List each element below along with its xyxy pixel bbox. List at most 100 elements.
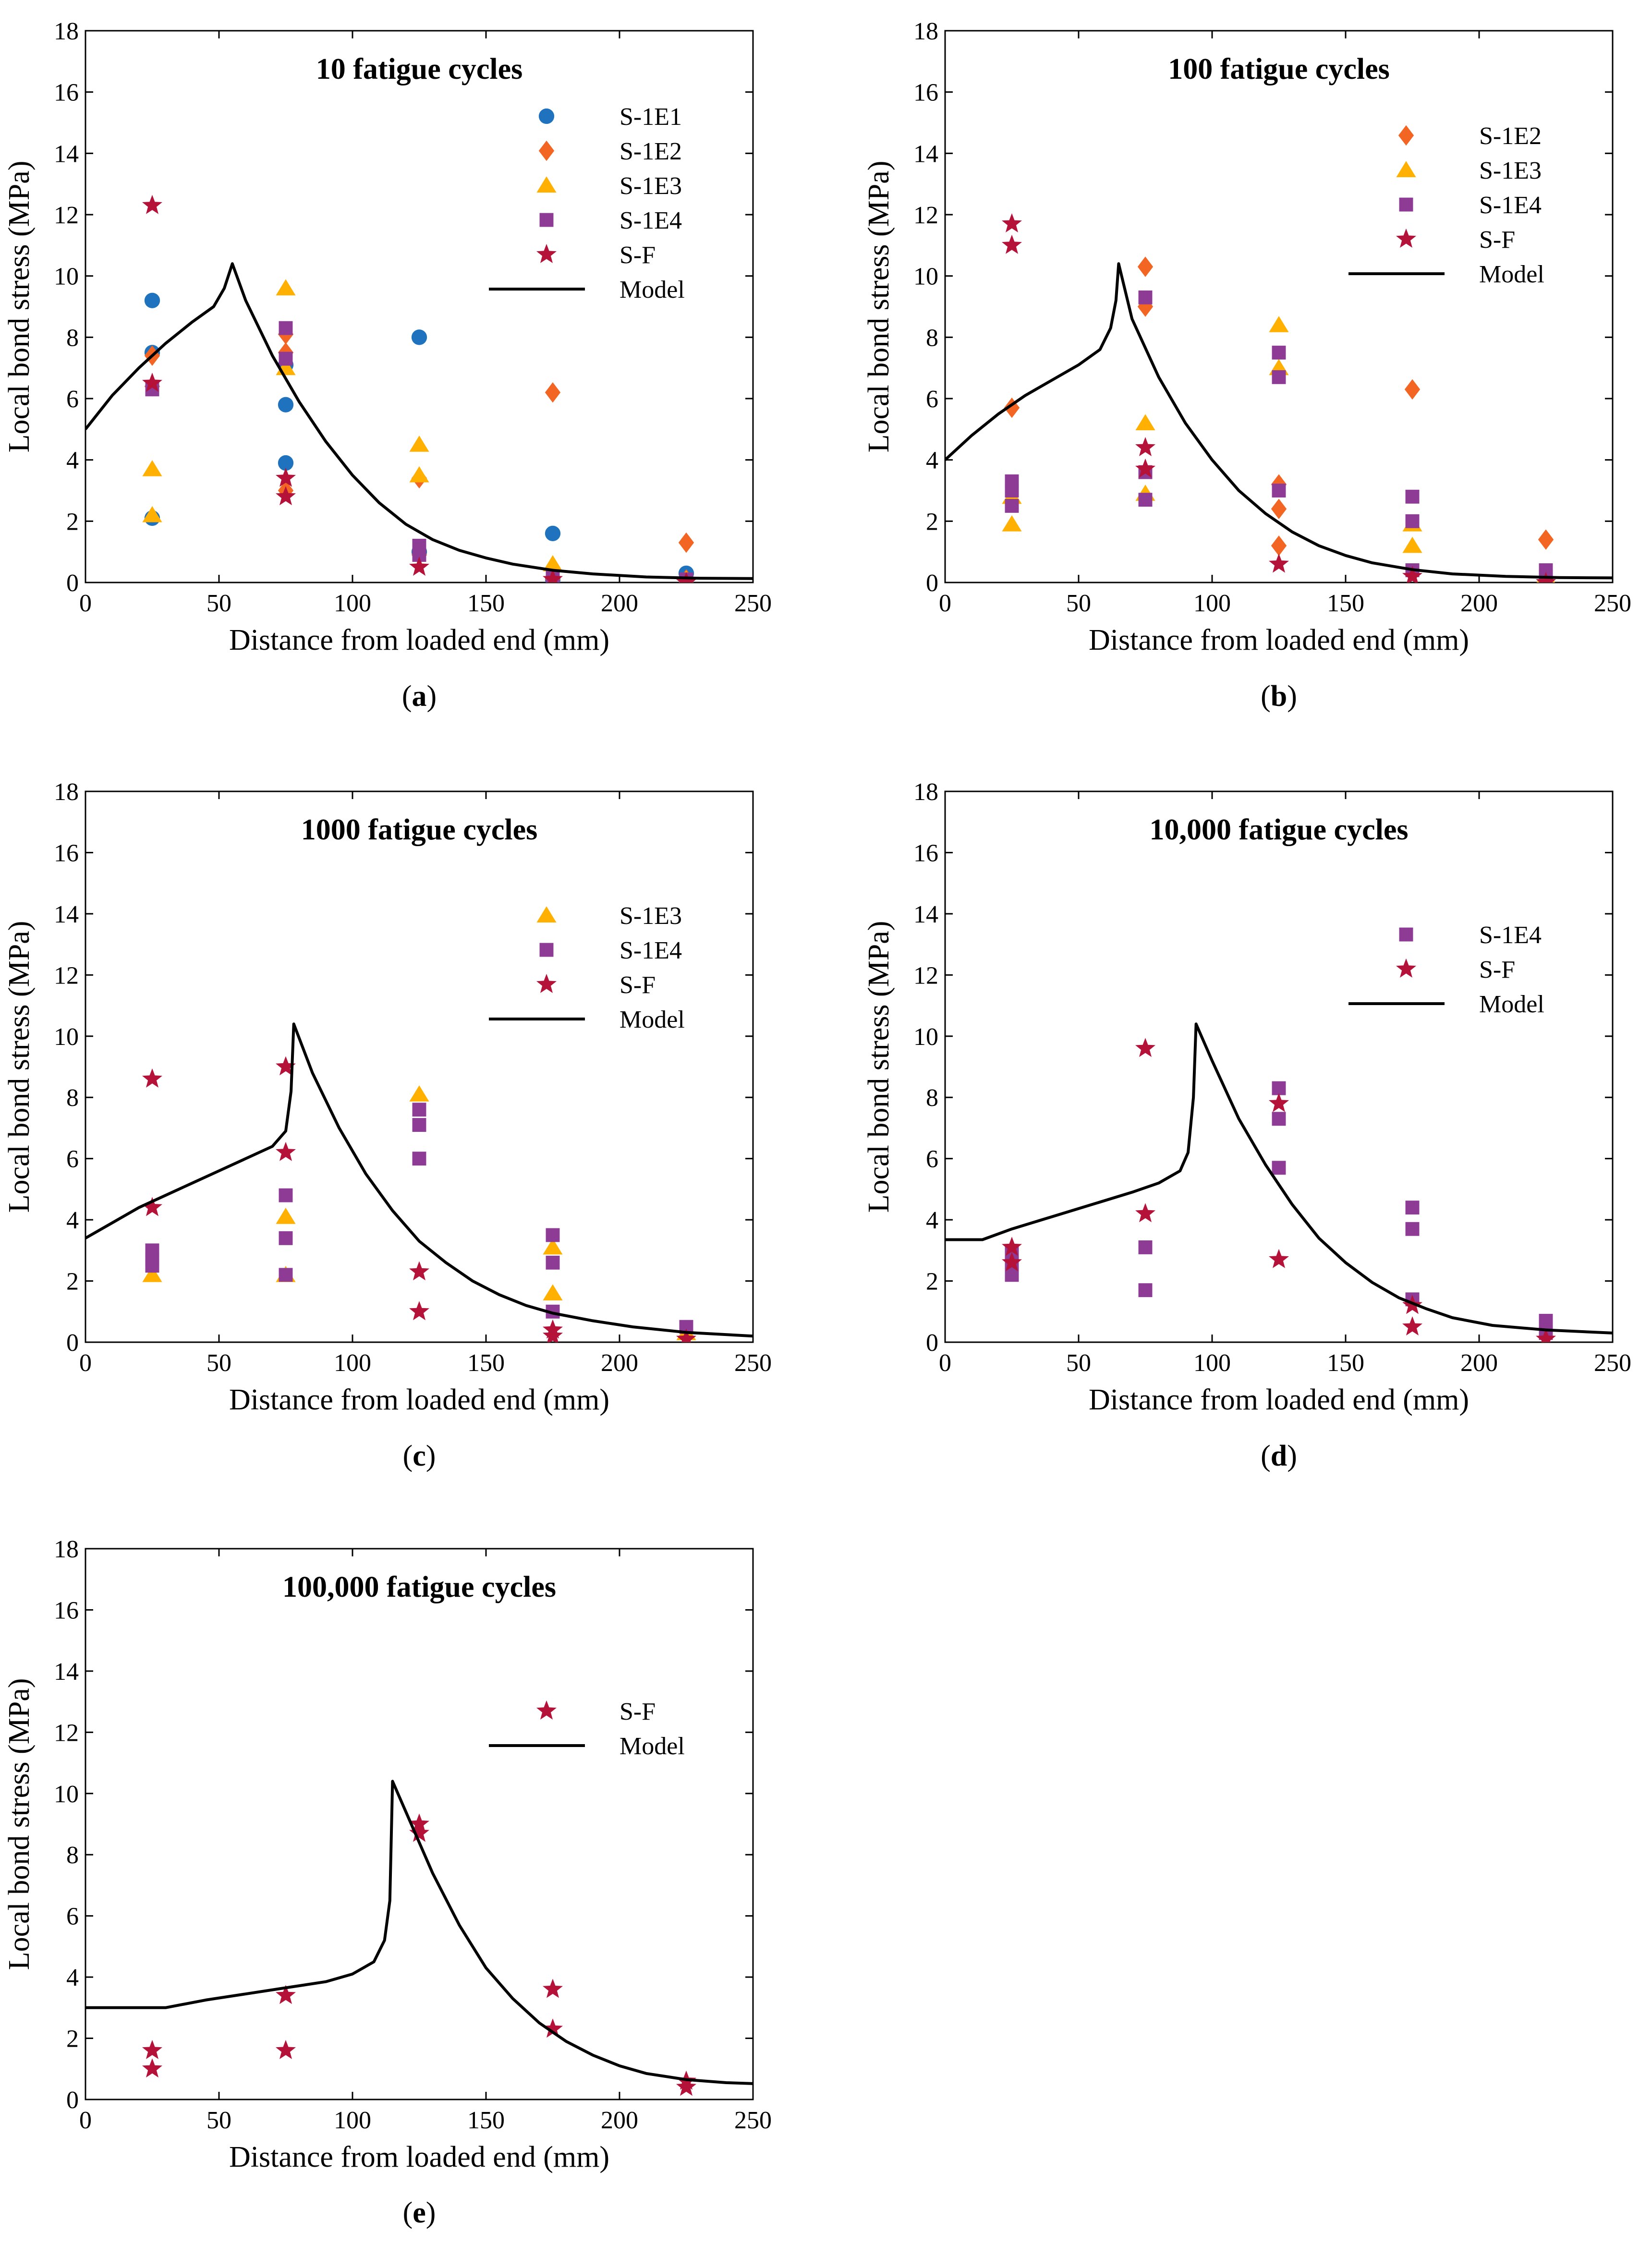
model-line [945,1022,1613,1335]
legend-marker-S-F [536,243,557,263]
point-S-1E2 [1404,379,1421,400]
point-S-1E3 [1002,515,1022,532]
series-S-F [1002,213,1556,582]
y-tick-label: 4 [66,447,79,474]
x-tick-label: 0 [79,1349,92,1377]
point-S-1E4 [546,1228,560,1242]
point-S-F [409,1261,429,1281]
model-line [945,262,1613,580]
point-S-1E4 [279,1268,293,1282]
point-S-1E4 [1005,484,1019,498]
point-S-1E4 [1405,489,1420,504]
point-S-1E4 [279,352,293,366]
x-tick-label: 100 [334,2107,371,2134]
y-tick-label: 16 [913,79,938,107]
y-tick-label: 6 [66,386,79,413]
x-tick-label: 250 [734,1349,772,1377]
y-tick-label: 0 [66,1329,79,1357]
series-Model [85,1780,753,2085]
point-S-1E4 [1138,290,1153,304]
y-tick-label: 4 [926,447,938,474]
y-tick-label: 12 [913,202,938,229]
plot-frame [944,30,1614,583]
point-S-1E3 [1135,414,1155,431]
panel-letter: c [413,1440,426,1472]
y-tick-label: 8 [66,1084,79,1112]
y-tick-label: 10 [54,263,79,291]
point-S-F [409,1822,429,1842]
point-S-F [142,1197,162,1216]
y-tick-label: 18 [54,778,79,806]
data-area [945,213,1613,582]
point-S-F [1269,553,1289,573]
x-tick-label: 100 [1193,590,1231,617]
point-S-1E1 [278,455,294,471]
y-tick-label: 18 [913,778,938,806]
point-S-1E4 [279,1231,293,1245]
legend-label: S-1E4 [1479,192,1542,219]
model-line [85,1022,753,1338]
series-S-1E2 [1004,256,1554,556]
x-tick-label: 50 [206,1349,231,1377]
legend-marker-S-1E2 [1398,125,1414,146]
legend-marker-S-1E4 [1399,197,1413,212]
point-S-1E3 [409,436,429,452]
chart-title: 1000 fatigue cycles [301,813,537,846]
x-tick-label: 200 [1460,1349,1498,1377]
point-S-F [1269,1092,1289,1112]
y-tick-label: 6 [926,1146,938,1173]
point-S-1E4 [412,1118,426,1132]
x-tick-label: 200 [1460,590,1498,617]
point-S-1E4 [1405,1201,1420,1215]
y-tick-label: 2 [66,1268,79,1296]
x-tick-label: 150 [467,590,505,617]
x-tick-label: 250 [1594,590,1631,617]
x-tick-label: 0 [939,590,951,617]
point-S-F [276,1141,296,1161]
series-S-F [142,1813,696,2096]
y-tick-label: 0 [926,1329,938,1357]
point-S-1E4 [279,1188,293,1202]
panel-label: (d) [1261,1440,1297,1472]
point-S-1E3 [409,1085,429,1102]
x-tick-label: 0 [939,1349,951,1377]
series-S-1E3 [142,279,694,582]
legend-label: S-1E3 [620,902,682,930]
y-tick-label: 4 [66,1207,79,1234]
y-tick-label: 16 [913,839,938,867]
point-S-F [1135,458,1155,478]
x-tick-label: 200 [601,1349,638,1377]
y-tick-label: 10 [913,1023,938,1051]
legend-label: S-F [620,971,656,999]
y-tick-label: 0 [926,570,938,597]
x-tick-label: 100 [1193,1349,1231,1377]
legend-label: S-1E1 [620,103,682,131]
panel-label: (e) [403,2196,436,2229]
y-tick-label: 6 [926,386,938,413]
panel-label: (b) [1261,680,1297,713]
point-S-F [1135,1038,1155,1057]
point-S-F [142,373,162,392]
model-line [85,262,753,580]
y-tick-label: 16 [54,79,79,107]
point-S-1E4 [1138,493,1153,507]
y-tick-label: 8 [66,324,79,352]
point-S-F [1269,1249,1289,1268]
point-S-1E4 [546,1255,560,1270]
panel-letter: d [1271,1440,1287,1472]
legend-label: Model [620,1006,685,1033]
y-tick-label: 2 [926,1268,938,1296]
point-S-1E2 [678,532,694,553]
point-S-1E3 [276,279,296,296]
x-tick-label: 200 [601,590,638,617]
point-S-F [1402,566,1422,582]
y-tick-label: 4 [66,1964,79,1991]
legend-marker-S-F [1396,958,1416,978]
chart-title: 100 fatigue cycles [1168,53,1389,85]
point-S-1E2 [1271,535,1287,556]
chart-title: 100,000 fatigue cycles [282,1571,556,1603]
x-axis-label: Distance from loaded end (mm) [229,624,609,656]
panel-letter: a [412,680,427,713]
legend-marker-S-F [536,973,557,993]
y-tick-label: 6 [66,1903,79,1930]
